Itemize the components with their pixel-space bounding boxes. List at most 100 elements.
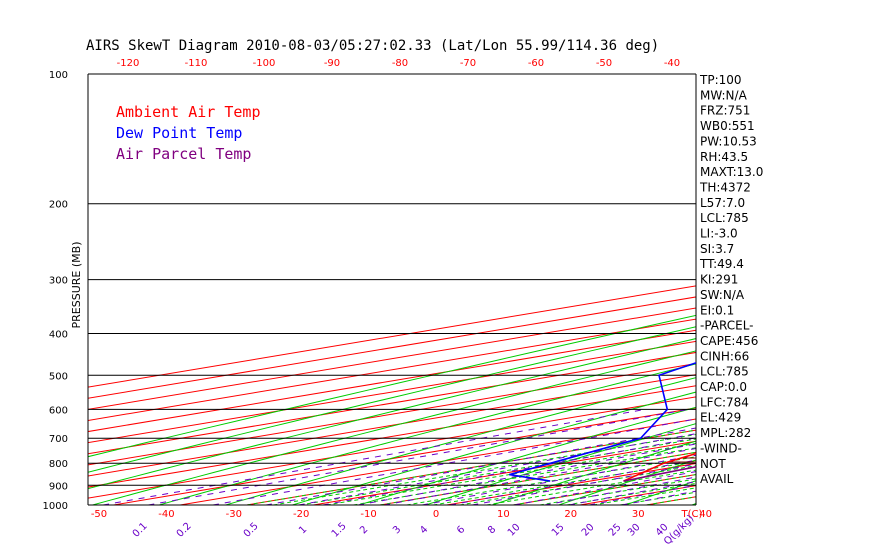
profile-layer [508, 361, 696, 482]
mixing-ratio-tick-label: 6 [455, 524, 467, 536]
stat-entry: LI:-3.0 [700, 227, 738, 241]
stat-entry: CINH:66 [700, 349, 749, 363]
bottom-temp-tick-label: 20 [564, 509, 577, 520]
top-temp-tick-label: -90 [324, 58, 340, 69]
mixing-ratio-tick-label: 30 [626, 522, 643, 539]
top-temp-tick-label: -70 [460, 58, 476, 69]
isotherm-line [88, 385, 696, 488]
mixing-ratio-tick-label: 3 [391, 524, 403, 536]
mixing-ratio-tick-label: 1.5 [330, 521, 349, 540]
dry-adiabat-line [358, 406, 696, 505]
top-temp-tick-label: -100 [253, 58, 276, 69]
moist-adiabat-line [406, 456, 696, 505]
stat-entry: EI:0.1 [700, 303, 734, 317]
mixing-ratio-line [449, 459, 696, 505]
chart-title: AIRS SkewT Diagram 2010-08-03/05:27:02.3… [86, 38, 659, 54]
top-temp-tick-label: -120 [117, 58, 140, 69]
mixing-ratio-line [589, 484, 696, 505]
stat-entry: MAXT:13.0 [700, 165, 763, 179]
top-temp-tick-label: -40 [664, 58, 680, 69]
stat-entry: CAP:0.0 [700, 380, 747, 394]
dry-adiabat-line [88, 338, 696, 490]
bottom-temp-tick-label: 40 [699, 509, 712, 520]
mixing-ratio-line [148, 408, 689, 505]
legend-entry: Ambient Air Temp [116, 103, 261, 121]
dry-adiabat-line [88, 314, 696, 458]
mixing-ratio-line [513, 471, 696, 505]
pressure-tick-label: 600 [49, 405, 68, 416]
bottom-temp-tick-label: 0 [433, 509, 439, 520]
mixing-ratio-tick-label: 10 [506, 522, 523, 539]
mixing-ratio-line [358, 443, 696, 505]
stat-entry: -WIND- [700, 441, 742, 455]
bottom-temp-tick-label: -50 [91, 509, 107, 520]
y-axis-label: PRESSURE (MB) [70, 242, 83, 329]
mixing-ratio-line [472, 463, 696, 505]
pressure-tick-label: 300 [49, 276, 68, 287]
stat-entry: MW:N/A [700, 88, 748, 102]
top-temp-tick-label: -50 [596, 58, 612, 69]
mixing-ratio-tick-label: 25 [607, 522, 624, 539]
mixing-ratio-line [568, 480, 696, 505]
dry-adiabat-line [88, 326, 696, 473]
stat-entry: -PARCEL- [700, 319, 754, 333]
isotherm-line [246, 429, 696, 505]
stat-entry: LFC:784 [700, 395, 749, 409]
dry-adiabat-line [558, 459, 696, 505]
moist-adiabat-line [486, 469, 696, 505]
mixing-ratio-tick-label: 4 [418, 524, 430, 536]
bottom-temp-tick-label: 30 [632, 509, 645, 520]
pressure-tick-label: 800 [49, 459, 68, 470]
pressure-tick-label: 700 [49, 434, 68, 445]
mixing-ratio-tick-label: 0.5 [242, 521, 261, 540]
top-temp-tick-label: -60 [528, 58, 544, 69]
bottom-temp-tick-label: -30 [226, 509, 242, 520]
isotherm-line [88, 374, 696, 477]
pressure-tick-label: 500 [49, 371, 68, 382]
moist-adiabat-line [273, 434, 696, 505]
dry-adiabat-line [159, 363, 696, 505]
cape-area [663, 453, 696, 464]
bottom-temp-tick-label: -20 [293, 509, 309, 520]
stat-entry: LCL:785 [700, 211, 749, 225]
pressure-tick-label: 900 [49, 481, 68, 492]
dry-adiabat-line [425, 423, 696, 505]
stat-entry: TP:100 [699, 73, 742, 87]
mixing-ratio-line [103, 408, 646, 505]
grid-layer [88, 74, 870, 505]
moist-adiabat-line [300, 438, 696, 505]
moist-adiabat-line [246, 429, 696, 505]
top-temp-tick-label: -80 [392, 58, 408, 69]
stat-entry: AVAIL [700, 472, 734, 486]
isotherm-line [88, 340, 696, 444]
isobar-layer: 100 200 300 400 500 600 700 800 900 1000 [43, 70, 697, 512]
mixing-ratio-line [621, 490, 696, 505]
bottom-temp-tick-label: -10 [360, 509, 376, 520]
mixing-ratio-line [544, 476, 696, 505]
pressure-tick-label: 200 [49, 200, 68, 211]
mixing-ratio-tick-label: 8 [486, 524, 498, 536]
isotherm-line [180, 418, 696, 505]
pressure-tick-label: 400 [49, 329, 68, 340]
isotherm-line [780, 74, 870, 505]
legend-entry: Dew Point Temp [116, 124, 242, 142]
moist-adiabat-line [433, 460, 696, 505]
stat-entry: TT:49.4 [699, 257, 744, 271]
stat-entry: LCL:785 [700, 365, 749, 379]
stat-entry: WB0:551 [700, 119, 755, 133]
isotherm-line [88, 396, 696, 499]
stat-entry: FRZ:751 [700, 104, 750, 118]
stat-entry: EL:429 [700, 411, 741, 425]
mixing-ratio-line [322, 437, 696, 505]
stat-entry: NOT [700, 457, 726, 471]
dew-point-temp-line [508, 361, 696, 482]
moist-adiabat-line [353, 447, 696, 505]
stat-entry: MPL:282 [700, 426, 751, 440]
mixing-ratio-tick-label: 20 [580, 522, 597, 539]
legend-entry: Air Parcel Temp [116, 145, 251, 163]
pressure-tick-label: 100 [49, 70, 68, 81]
moist-adiabat-line [513, 474, 696, 505]
stat-entry: PW:10.53 [700, 134, 757, 148]
moist-adiabat-line [326, 442, 696, 505]
